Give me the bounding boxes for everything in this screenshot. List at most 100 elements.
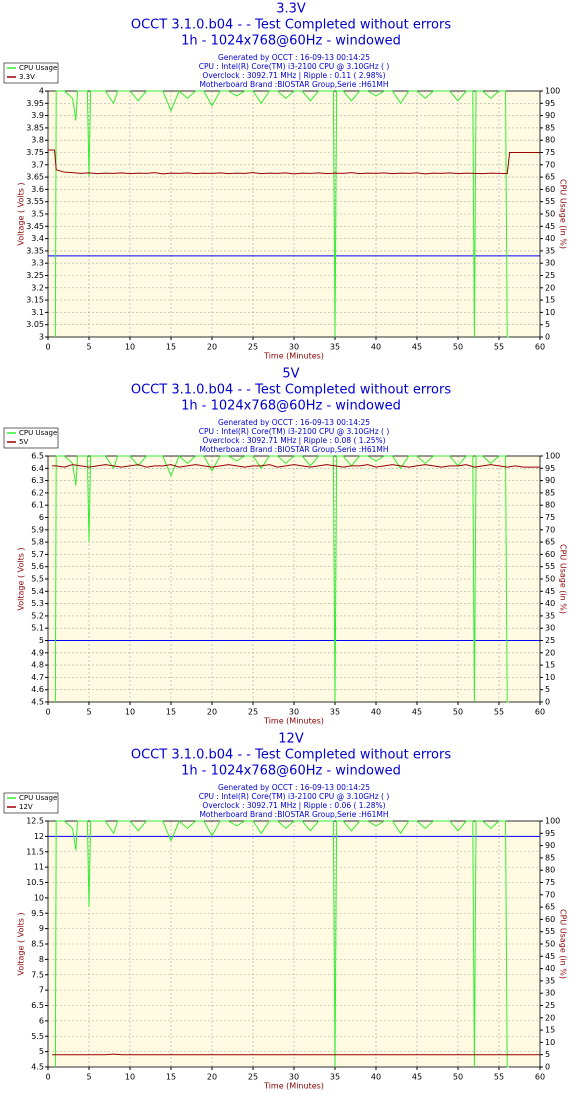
y2-tick-label: 35 — [545, 611, 555, 620]
x-tick-label: 20 — [207, 708, 217, 717]
x-tick-label: 5 — [86, 708, 91, 717]
x-tick-label: 45 — [412, 343, 422, 352]
x-tick-label: 45 — [412, 708, 422, 717]
x-tick-label: 10 — [125, 708, 135, 717]
x-tick-label: 20 — [207, 343, 217, 352]
y-tick-label: 11.5 — [26, 847, 44, 856]
chart-subtitle: OCCT 3.1.0.b04 - - Test Completed withou… — [131, 383, 451, 398]
info-line: Motherboard Brand :BIOSTAR Group,Serie :… — [199, 80, 388, 89]
y-tick-label: 3.6 — [31, 185, 44, 194]
info-line: Motherboard Brand :BIOSTAR Group,Serie :… — [199, 445, 388, 454]
y-tick-label: 5.5 — [31, 575, 44, 584]
y-tick-label: 4.5 — [31, 698, 44, 707]
x-tick-label: 55 — [494, 343, 504, 352]
y-tick-label: 3.15 — [26, 296, 44, 305]
x-tick-label: 15 — [166, 343, 176, 352]
y2-tick-label: 55 — [545, 562, 555, 571]
series-line — [48, 149, 540, 175]
legend-label: 12V — [19, 803, 33, 811]
y-tick-label: 3.8 — [31, 136, 44, 145]
x-tick-label: 35 — [330, 1073, 340, 1082]
y2-tick-label: 20 — [545, 648, 555, 657]
x-tick-label: 50 — [453, 1073, 463, 1082]
y-tick-label: 4 — [39, 87, 44, 96]
y-tick-label: 3.85 — [26, 123, 44, 132]
y2-tick-label: 80 — [545, 501, 555, 510]
y-tick-label: 3.5 — [31, 210, 44, 219]
y-tick-label: 3.75 — [26, 148, 44, 157]
legend-box — [3, 427, 59, 449]
y-tick-label: 5.2 — [31, 611, 44, 620]
y2-tick-label: 45 — [545, 587, 555, 596]
y2-tick-label: 75 — [545, 878, 555, 887]
y-tick-label: 5.9 — [31, 525, 44, 534]
chart-subtitle: OCCT 3.1.0.b04 - - Test Completed withou… — [131, 748, 451, 763]
y-tick-label: 5.1 — [31, 624, 44, 633]
y-tick-label: 10 — [34, 893, 44, 902]
y2-tick-label: 20 — [545, 283, 555, 292]
y-tick-label: 3 — [39, 333, 44, 342]
x-tick-label: 0 — [45, 1073, 50, 1082]
y2-tick-label: 65 — [545, 173, 555, 182]
chart-subtitle: OCCT 3.1.0.b04 - - Test Completed withou… — [131, 18, 451, 33]
x-tick-label: 55 — [494, 708, 504, 717]
chart-subtitle: 1h - 1024x768@60Hz - windowed — [181, 764, 401, 779]
y2-axis-label: CPU Usage (in %) — [559, 909, 568, 979]
y2-axis-label: CPU Usage (in %) — [559, 544, 568, 614]
y-tick-label: 6.5 — [31, 452, 44, 461]
x-tick-label: 30 — [289, 1073, 299, 1082]
y-tick-label: 5.7 — [31, 550, 44, 559]
y2-tick-label: 0 — [545, 698, 550, 707]
y2-tick-label: 85 — [545, 488, 555, 497]
y2-tick-label: 80 — [545, 866, 555, 875]
x-tick-label: 60 — [535, 708, 545, 717]
info-line: Generated by OCCT : 16-09-13 00:14:25 — [218, 783, 370, 792]
y2-tick-label: 15 — [545, 296, 555, 305]
y2-tick-label: 60 — [545, 185, 555, 194]
y-tick-label: 5.4 — [31, 587, 44, 596]
y2-tick-label: 55 — [545, 927, 555, 936]
x-axis-label: Time (Minutes) — [263, 352, 324, 361]
y2-tick-label: 85 — [545, 853, 555, 862]
y-tick-label: 3.2 — [31, 283, 44, 292]
y2-tick-label: 0 — [545, 333, 550, 342]
x-tick-label: 60 — [535, 1073, 545, 1082]
info-line: CPU : Intel(R) Core(TM) i3-2100 CPU @ 3.… — [199, 427, 390, 436]
y2-tick-label: 95 — [545, 464, 555, 473]
y-tick-label: 3.65 — [26, 173, 44, 182]
x-tick-label: 50 — [453, 708, 463, 717]
y-tick-label: 4.8 — [31, 661, 44, 670]
y-tick-label: 6 — [39, 513, 44, 522]
y2-tick-label: 25 — [545, 271, 555, 280]
y-axis-label: Voltage ( Volts ) — [17, 912, 26, 975]
y2-tick-label: 100 — [545, 817, 560, 826]
x-tick-label: 25 — [248, 708, 258, 717]
y2-tick-label: 30 — [545, 989, 555, 998]
x-tick-label: 5 — [86, 343, 91, 352]
y2-tick-label: 25 — [545, 636, 555, 645]
x-tick-label: 60 — [535, 343, 545, 352]
y2-tick-label: 50 — [545, 575, 555, 584]
y-tick-label: 4.9 — [31, 648, 44, 657]
legend-label: CPU Usage — [19, 794, 57, 802]
x-tick-label: 40 — [371, 708, 381, 717]
y2-tick-label: 85 — [545, 123, 555, 132]
x-tick-label: 0 — [45, 708, 50, 717]
y-axis-label: Voltage ( Volts ) — [17, 547, 26, 610]
y-tick-label: 5.6 — [31, 562, 44, 571]
y2-tick-label: 90 — [545, 476, 555, 485]
y2-tick-label: 5 — [545, 1050, 550, 1059]
y2-tick-label: 70 — [545, 890, 555, 899]
legend-box — [3, 792, 59, 814]
y2-tick-label: 10 — [545, 308, 555, 317]
x-tick-label: 0 — [45, 343, 50, 352]
y2-tick-label: 10 — [545, 1038, 555, 1047]
y2-tick-label: 95 — [545, 99, 555, 108]
y2-tick-label: 40 — [545, 964, 555, 973]
y-tick-label: 9 — [39, 924, 44, 933]
y-tick-label: 3.55 — [26, 197, 44, 206]
y-tick-label: 3.7 — [31, 160, 44, 169]
y-tick-label: 4.5 — [31, 1063, 44, 1072]
chart-title: 12V — [278, 732, 304, 747]
y2-tick-label: 50 — [545, 940, 555, 949]
